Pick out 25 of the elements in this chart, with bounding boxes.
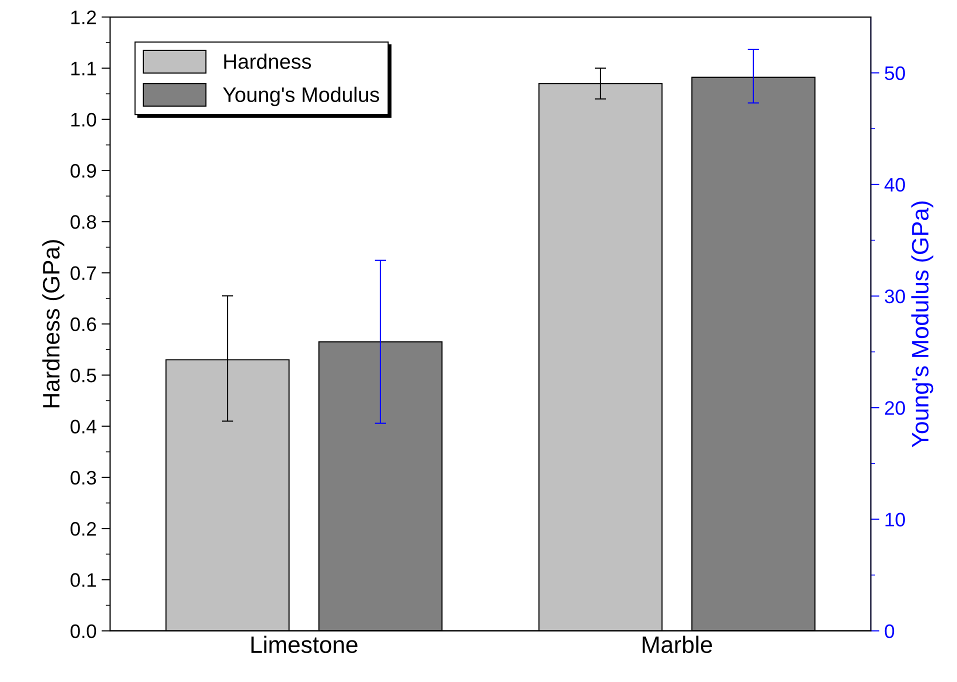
y2-axis-title: Young's Modulus (GPa) <box>911 202 934 448</box>
y-tick-label: 0.3 <box>70 470 96 485</box>
y-tick-label: 0.2 <box>70 522 96 536</box>
y-tick-label: 0.4 <box>70 420 96 434</box>
legend-label: Hardness <box>224 54 311 69</box>
y-tick-label: 0.0 <box>70 624 96 638</box>
y-tick-label: 0.7 <box>70 266 96 280</box>
x-tick-label: Limestone <box>251 636 358 654</box>
y-tick-label: 1.1 <box>71 62 96 76</box>
y2-tick-label: 40 <box>884 178 905 192</box>
y2-tick-label: 0 <box>884 624 894 638</box>
y-tick-label: 1.0 <box>71 112 96 127</box>
y-tick-label: 0.6 <box>70 317 96 332</box>
y2-tick-label: 10 <box>886 512 905 526</box>
x-tick-label: Marble <box>642 636 712 654</box>
y2-tick-label: 30 <box>884 290 905 304</box>
y-tick-label: 0.8 <box>70 215 96 229</box>
y2-tick-label: 20 <box>885 401 905 415</box>
y-tick-label: 0.5 <box>70 368 96 382</box>
y-tick-label: 1.2 <box>71 10 96 24</box>
y-axis-title: Hardness (GPa) <box>42 240 64 408</box>
y-tick-label: 0.1 <box>70 573 96 587</box>
y-tick-label: 0.9 <box>70 164 96 178</box>
legend-label: Young's Modulus <box>223 86 380 106</box>
y2-tick-label: 50 <box>884 66 905 80</box>
